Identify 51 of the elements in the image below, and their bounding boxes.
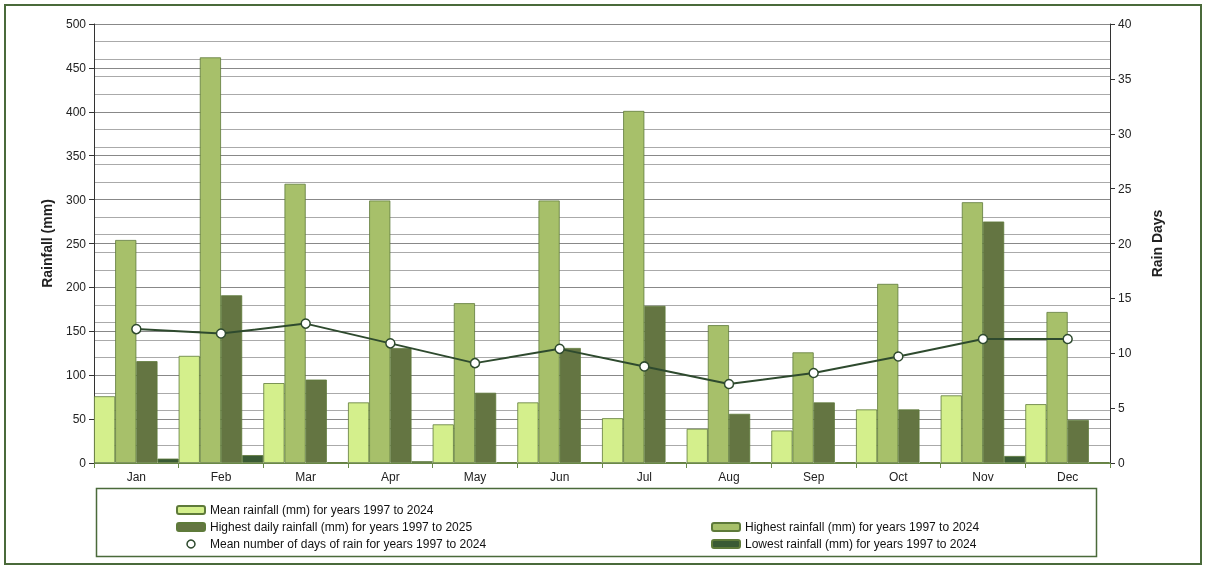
point bbox=[723, 378, 735, 390]
x-tick-label: May bbox=[463, 470, 487, 484]
point bbox=[385, 338, 396, 349]
y-tick-label: 400 bbox=[65, 104, 87, 119]
y-tick-label: 300 bbox=[65, 192, 87, 207]
point bbox=[131, 323, 142, 335]
y-tick-label: 250 bbox=[65, 236, 87, 251]
x-tick-label: Jun bbox=[549, 470, 570, 484]
legend-label: Lowest rainfall (mm) for years 1997 to 2024 bbox=[745, 537, 977, 551]
legend-label: Highest daily rainfall (mm) for years 1997 to 2025 bbox=[210, 520, 473, 534]
y-tick-label: 100 bbox=[65, 368, 87, 383]
legend-label: Mean number of days of rain for years 1997 to 2024 bbox=[210, 537, 487, 551]
x-tick-label: Nov bbox=[972, 470, 994, 484]
y-tick-label: 150 bbox=[65, 324, 87, 339]
y-tick-label: 450 bbox=[65, 60, 87, 75]
y2-tick-label: 0 bbox=[1118, 456, 1125, 470]
y-tick-label: 50 bbox=[72, 412, 87, 427]
point bbox=[554, 343, 565, 355]
x-tick-label: Jul bbox=[636, 470, 653, 484]
y-tick-label: 500 bbox=[65, 17, 87, 31]
y2-tick-label: 25 bbox=[1118, 181, 1132, 196]
point bbox=[1062, 333, 1073, 345]
y2-tick-label: 10 bbox=[1118, 346, 1132, 361]
x-tick-label: Sep bbox=[802, 470, 825, 484]
point bbox=[639, 361, 650, 372]
x-tick-label: Apr bbox=[380, 470, 400, 484]
y2-axis-title: Rain Days bbox=[1149, 209, 1165, 278]
point bbox=[215, 328, 227, 339]
legend-label: Highest rainfall (mm) for years 1997 to 2024 bbox=[745, 520, 980, 534]
y-tick-label: 350 bbox=[65, 148, 87, 163]
x-tick-label: Feb bbox=[210, 470, 232, 484]
y-tick-label: 200 bbox=[65, 280, 87, 295]
x-tick-label: Dec bbox=[1056, 470, 1079, 484]
point bbox=[808, 367, 819, 379]
point bbox=[469, 357, 481, 369]
y2-tick-label: 35 bbox=[1118, 71, 1132, 86]
y-axis-title: Rainfall (mm) bbox=[39, 199, 55, 288]
legend-label: Mean rainfall (mm) for years 1997 to 2024 bbox=[210, 503, 434, 517]
y2-tick-label: 15 bbox=[1118, 291, 1132, 306]
point bbox=[893, 351, 904, 362]
x-tick-label: Oct bbox=[889, 470, 909, 484]
y2-tick-label: 5 bbox=[1118, 401, 1125, 416]
x-tick-label: Mar bbox=[295, 470, 316, 484]
y2-tick-label: 40 bbox=[1118, 17, 1132, 31]
y-tick-label: 0 bbox=[79, 456, 87, 470]
point bbox=[977, 333, 989, 345]
x-tick-label: Aug bbox=[718, 470, 740, 484]
x-tick-label: Jan bbox=[126, 470, 147, 484]
y2-tick-label: 30 bbox=[1118, 126, 1132, 141]
y2-tick-label: 20 bbox=[1118, 236, 1132, 251]
point bbox=[300, 318, 311, 329]
